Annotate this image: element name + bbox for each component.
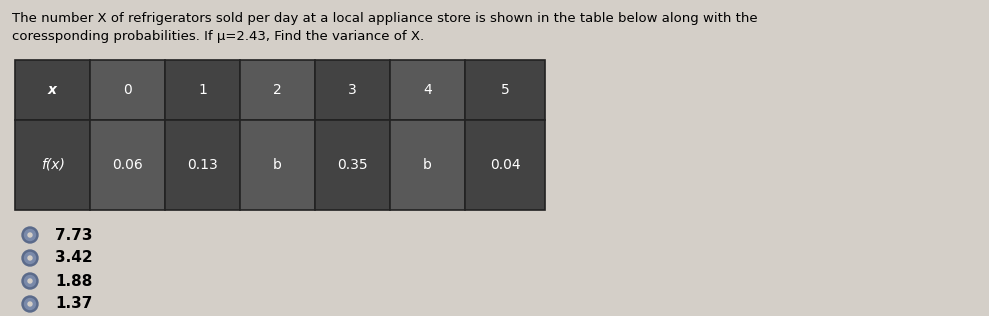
Bar (465, 120, 545, 210)
Text: 2: 2 (273, 83, 282, 97)
Text: 0.13: 0.13 (187, 158, 218, 172)
Text: 3.42: 3.42 (55, 251, 93, 265)
Text: x: x (48, 83, 57, 97)
Text: 0.35: 0.35 (337, 158, 368, 172)
Circle shape (28, 256, 32, 260)
Text: 1.37: 1.37 (55, 296, 92, 312)
Bar (90, 60, 165, 120)
Text: coressponding probabilities. If μ=2.43, Find the variance of X.: coressponding probabilities. If μ=2.43, … (12, 30, 424, 43)
Circle shape (25, 276, 36, 287)
Bar (315, 60, 390, 120)
Bar (390, 60, 465, 120)
Text: f(x): f(x) (41, 158, 64, 172)
Text: 0: 0 (123, 83, 132, 97)
Circle shape (25, 229, 36, 240)
Text: b: b (273, 158, 282, 172)
Bar (240, 120, 315, 210)
Text: 1: 1 (198, 83, 207, 97)
Text: The number X of refrigerators sold per day at a local appliance store is shown i: The number X of refrigerators sold per d… (12, 12, 758, 25)
Bar (15, 120, 90, 210)
Bar (15, 60, 90, 120)
Bar (315, 120, 390, 210)
Text: 3: 3 (348, 83, 357, 97)
Text: 0.06: 0.06 (112, 158, 142, 172)
Circle shape (22, 227, 38, 243)
Circle shape (28, 279, 32, 283)
Bar (90, 120, 165, 210)
Circle shape (28, 233, 32, 237)
Circle shape (22, 296, 38, 312)
Text: 4: 4 (423, 83, 432, 97)
Bar (165, 120, 240, 210)
Circle shape (28, 302, 32, 306)
Circle shape (25, 252, 36, 264)
Text: 5: 5 (500, 83, 509, 97)
Bar (465, 60, 545, 120)
Bar (390, 120, 465, 210)
Bar (165, 60, 240, 120)
Circle shape (22, 250, 38, 266)
Circle shape (25, 299, 36, 309)
Bar (240, 60, 315, 120)
Circle shape (22, 273, 38, 289)
Text: 1.88: 1.88 (55, 274, 92, 289)
Text: b: b (423, 158, 432, 172)
Text: 7.73: 7.73 (55, 228, 93, 242)
Text: 0.04: 0.04 (490, 158, 520, 172)
